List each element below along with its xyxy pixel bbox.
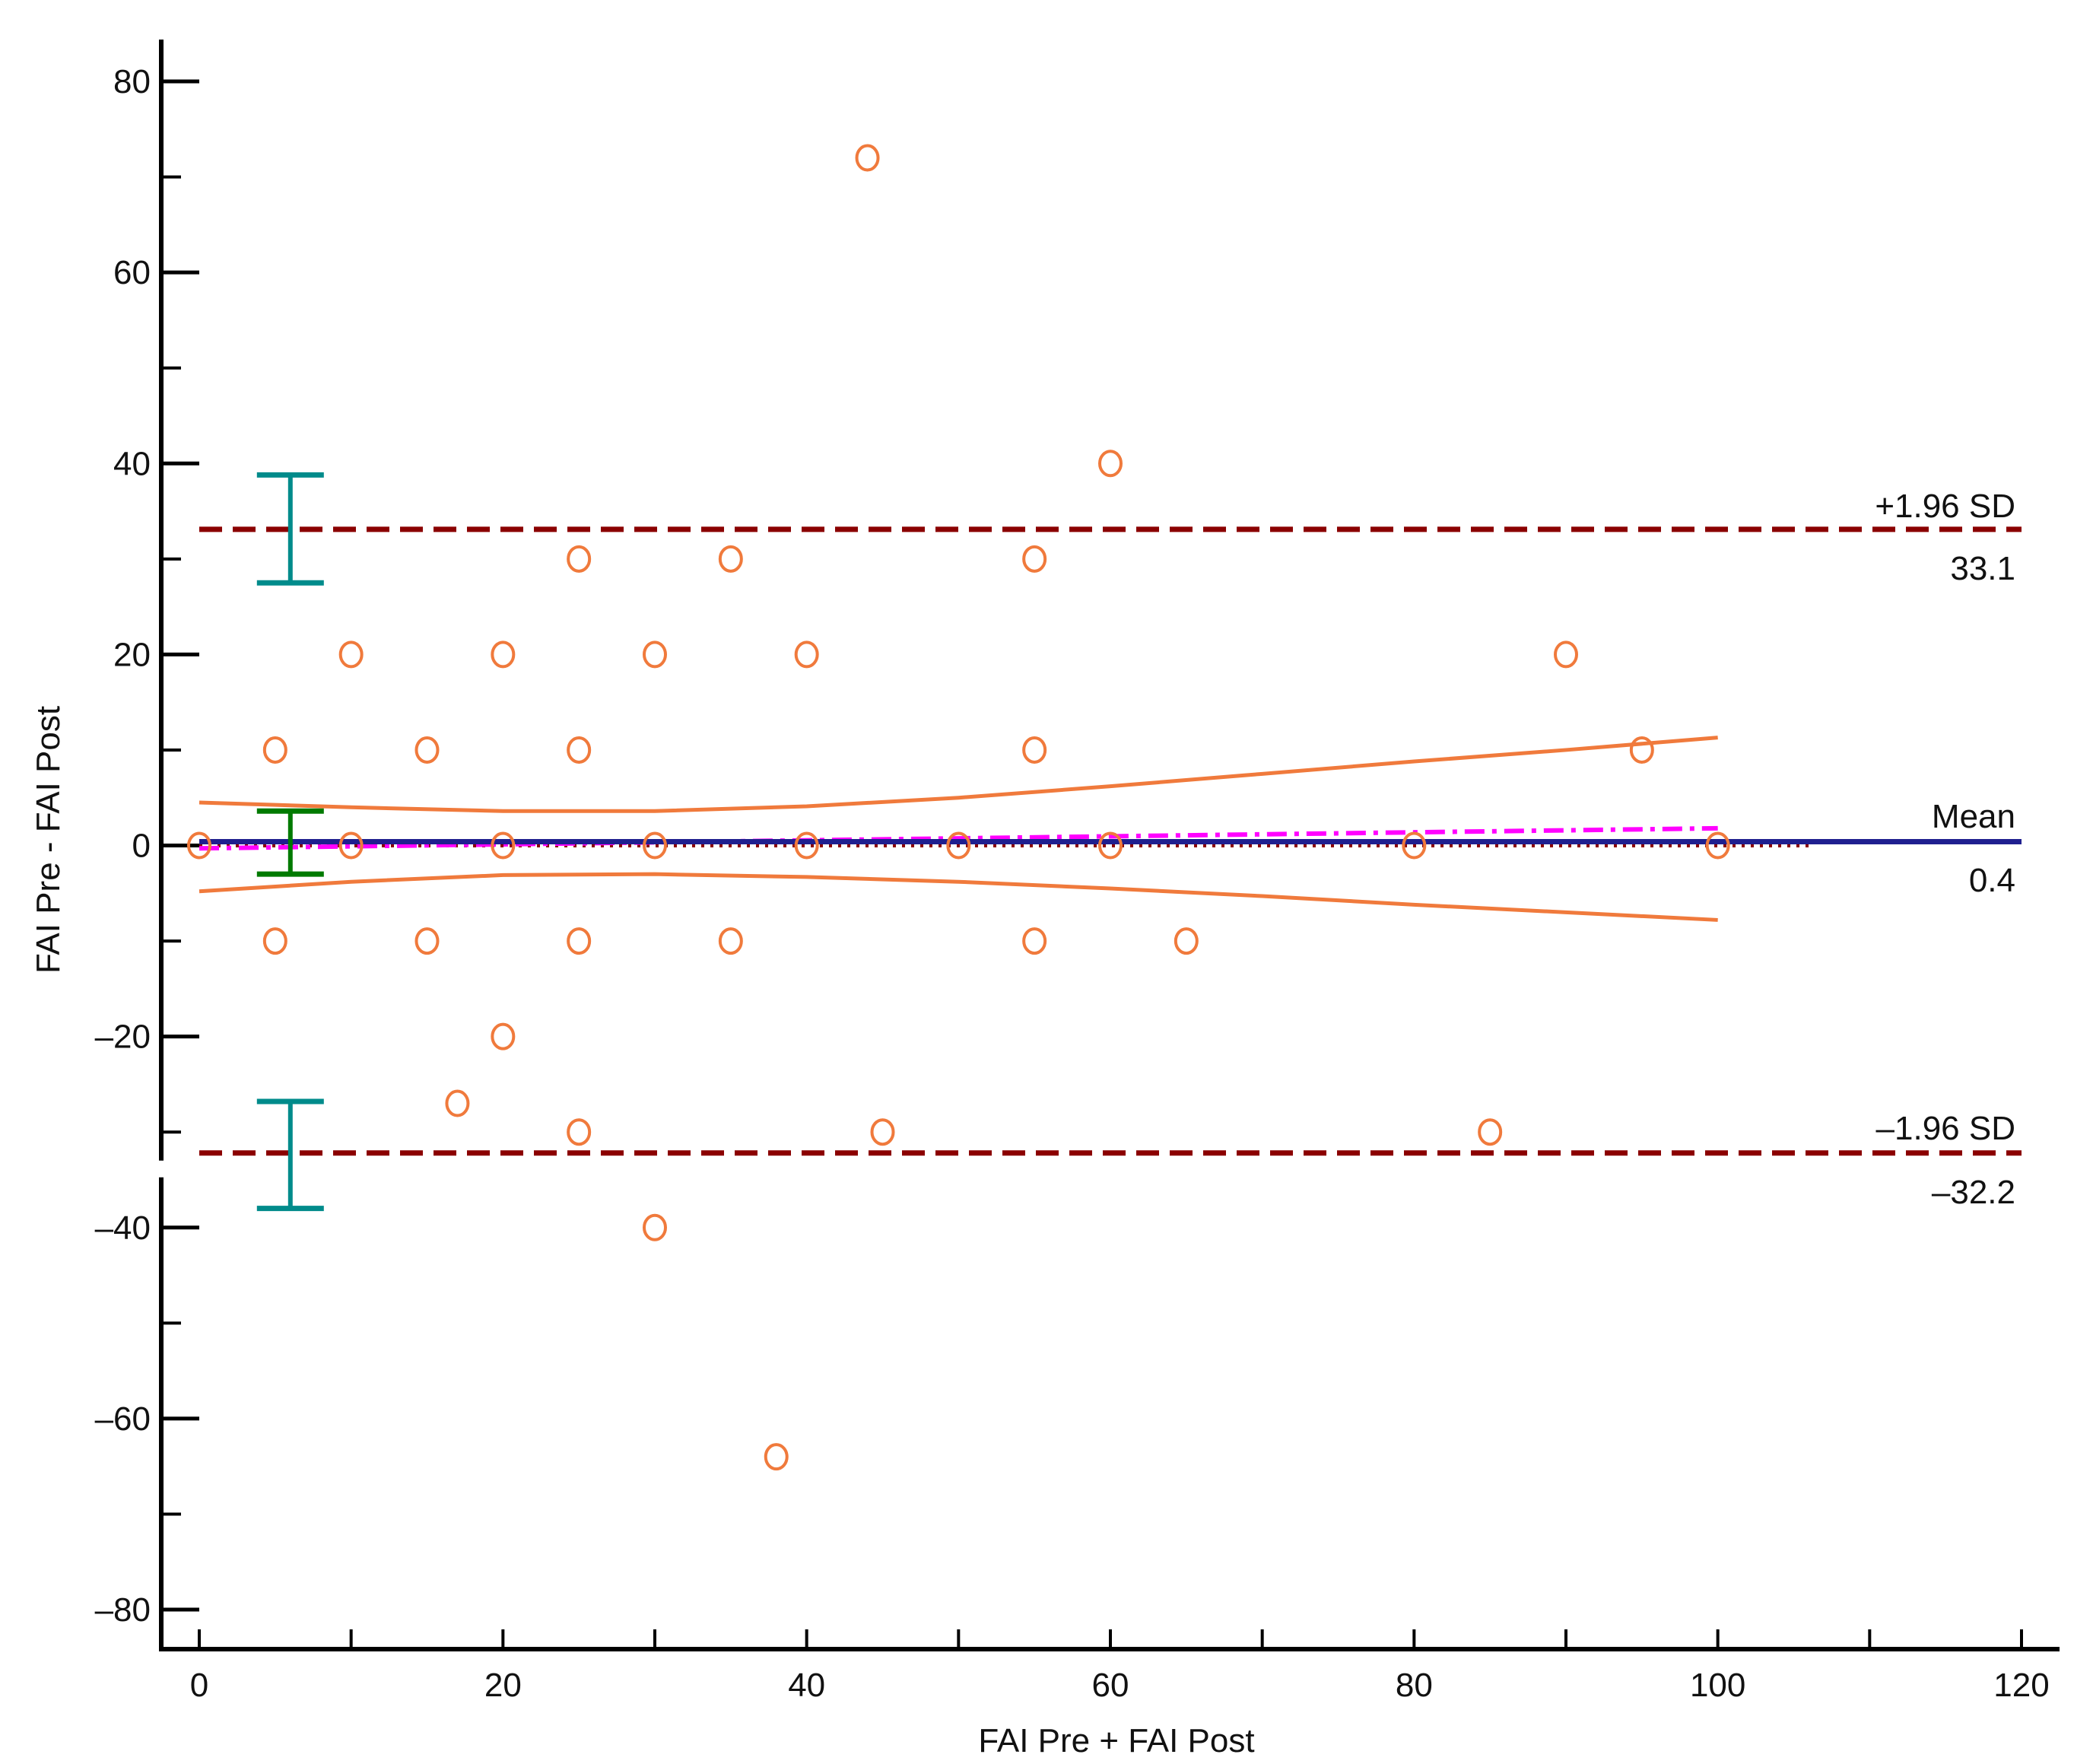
y-tick-label: –40 (95, 1209, 151, 1247)
y-tick-label: 60 (113, 254, 151, 291)
data-point (1705, 831, 1730, 860)
data-point (718, 545, 743, 573)
mean-value: 0.4 (1969, 862, 2015, 899)
data-point (445, 1089, 470, 1117)
scatter-points (187, 144, 1730, 1471)
data-point (414, 736, 440, 764)
axes: –80 –60 –40 –20 0 20 40 60 80 0 20 40 60 80 100 120 (95, 40, 2060, 1704)
y-tick-label: 40 (113, 445, 151, 482)
x-tick-label: 40 (788, 1667, 825, 1704)
data-point (262, 927, 287, 955)
ci-bar-mean (256, 808, 324, 877)
data-point (643, 831, 667, 860)
x-tick-label: 80 (1396, 1667, 1433, 1704)
data-point (567, 1118, 592, 1146)
confidence-band-lower (199, 872, 1718, 922)
data-point (870, 1118, 895, 1146)
data-point (1402, 831, 1427, 860)
data-point (794, 640, 819, 669)
x-tick-label: 100 (1690, 1667, 1745, 1704)
x-axis-title: FAI Pre + FAI Post (978, 1722, 1254, 1759)
data-point (262, 736, 287, 764)
labels: FAI Pre + FAI Post FAI Pre - FAI Post +1… (30, 488, 2015, 1759)
ci-bar-upper (256, 472, 324, 586)
x-tick-label: 0 (190, 1667, 208, 1704)
ci-bar-lower (256, 1098, 324, 1212)
lower-limit-value: –32.2 (1932, 1174, 2015, 1211)
data-point (187, 831, 211, 860)
y-axis-title: FAI Pre - FAI Post (30, 706, 67, 974)
data-point (764, 1443, 789, 1471)
data-point (491, 831, 516, 860)
y-tick-label: 20 (113, 636, 151, 673)
data-point (338, 831, 364, 860)
reference-lines (199, 472, 2022, 1212)
y-tick-label: –80 (95, 1591, 151, 1629)
data-point (1098, 450, 1123, 478)
y-tick-label: –60 (95, 1400, 151, 1438)
upper-limit-value: 33.1 (1950, 550, 2015, 587)
y-tick-label: –20 (95, 1019, 151, 1056)
data-point (794, 831, 819, 860)
data-point (643, 1213, 667, 1241)
data-point (567, 736, 592, 764)
data-point (1174, 927, 1199, 955)
data-point (491, 1022, 516, 1050)
data-point (1554, 640, 1578, 669)
data-point (1478, 1118, 1503, 1146)
data-point (643, 640, 667, 669)
y-tick-label: 0 (132, 828, 151, 865)
regression-line (199, 825, 1718, 851)
x-tick-label: 20 (484, 1667, 522, 1704)
data-point (1022, 927, 1047, 955)
lower-limit-label: –1.96 SD (1876, 1110, 2015, 1147)
data-point (718, 927, 743, 955)
data-point (567, 927, 592, 955)
data-point (491, 640, 516, 669)
x-tick-label: 60 (1092, 1667, 1129, 1704)
x-tick-label: 120 (1993, 1667, 2049, 1704)
mean-label: Mean (1932, 798, 2015, 835)
data-point (1022, 545, 1047, 573)
data-point (414, 927, 440, 955)
data-point (567, 545, 592, 573)
data-point (855, 144, 880, 172)
y-tick-label: 80 (113, 63, 151, 100)
confidence-band-upper (199, 736, 1718, 813)
data-point (1629, 736, 1654, 764)
upper-limit-label: +1.96 SD (1875, 488, 2015, 525)
data-point (338, 640, 364, 669)
data-point (1022, 736, 1047, 764)
data-point (946, 831, 971, 860)
data-point (1098, 831, 1123, 860)
